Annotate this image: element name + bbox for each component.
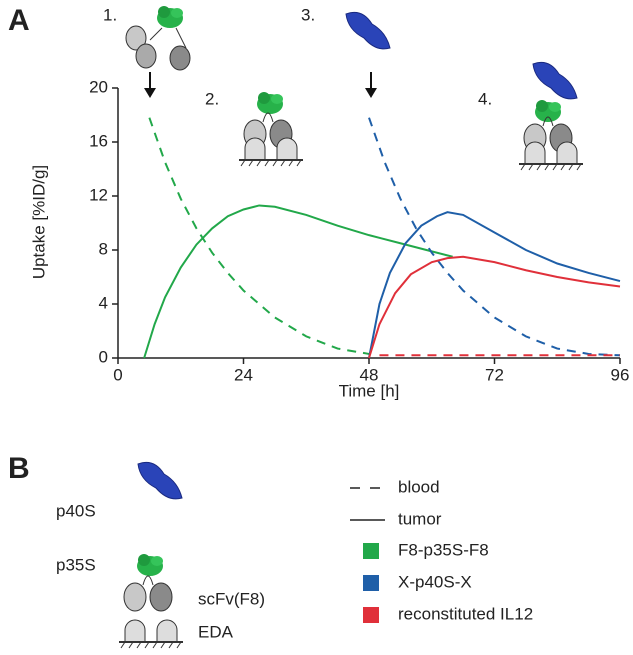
x-tick-label: 72 [485,365,504,384]
schematic: p40S p35S scFv(F8) EDA [56,461,265,649]
legend: blood tumor F8-p35S-F8 X-p40S-X reconstitute… [350,477,533,623]
step-1-icon [125,6,191,71]
y-tick-label: 4 [99,293,108,312]
step-label: 1. [103,5,117,24]
y-tick-label: 0 [99,347,108,366]
y-axis-label: Uptake [%ID/g] [29,165,48,279]
legend-label: reconstituted IL12 [398,604,533,623]
x-tick-label: 96 [611,365,630,384]
step-4-icon [518,61,584,171]
legend-swatch [363,543,379,559]
arrow [365,72,377,98]
label: p40S [56,501,96,520]
panel-label: A [8,4,30,37]
series-line [368,255,621,359]
step-2-icon [238,92,304,167]
series-line [143,204,453,359]
panel-label: B [8,452,30,485]
legend-swatch [363,607,379,623]
step-3-icon [345,11,391,50]
arrow [144,72,156,98]
y-tick-label: 12 [89,185,108,204]
series-line [368,211,621,359]
label: EDA [198,622,234,641]
step-label: 2. [205,89,219,108]
legend-label: blood [398,477,440,496]
label: scFv(F8) [198,589,265,608]
legend-label: X-p40S-X [398,572,472,591]
step-label: 4. [478,89,492,108]
y-tick-label: 8 [99,239,108,258]
y-tick-label: 20 [89,77,108,96]
x-axis-label: Time [h] [339,381,400,400]
legend-label: F8-p35S-F8 [398,540,489,559]
step-label: 3. [301,5,315,24]
legend-swatch [363,575,379,591]
y-tick-label: 16 [89,131,108,150]
label: p35S [56,555,96,574]
series-line [368,117,621,357]
x-tick-label: 24 [234,365,253,384]
x-tick-label: 0 [113,365,122,384]
legend-label: tumor [398,509,442,528]
x-tick-label: 48 [360,365,379,384]
